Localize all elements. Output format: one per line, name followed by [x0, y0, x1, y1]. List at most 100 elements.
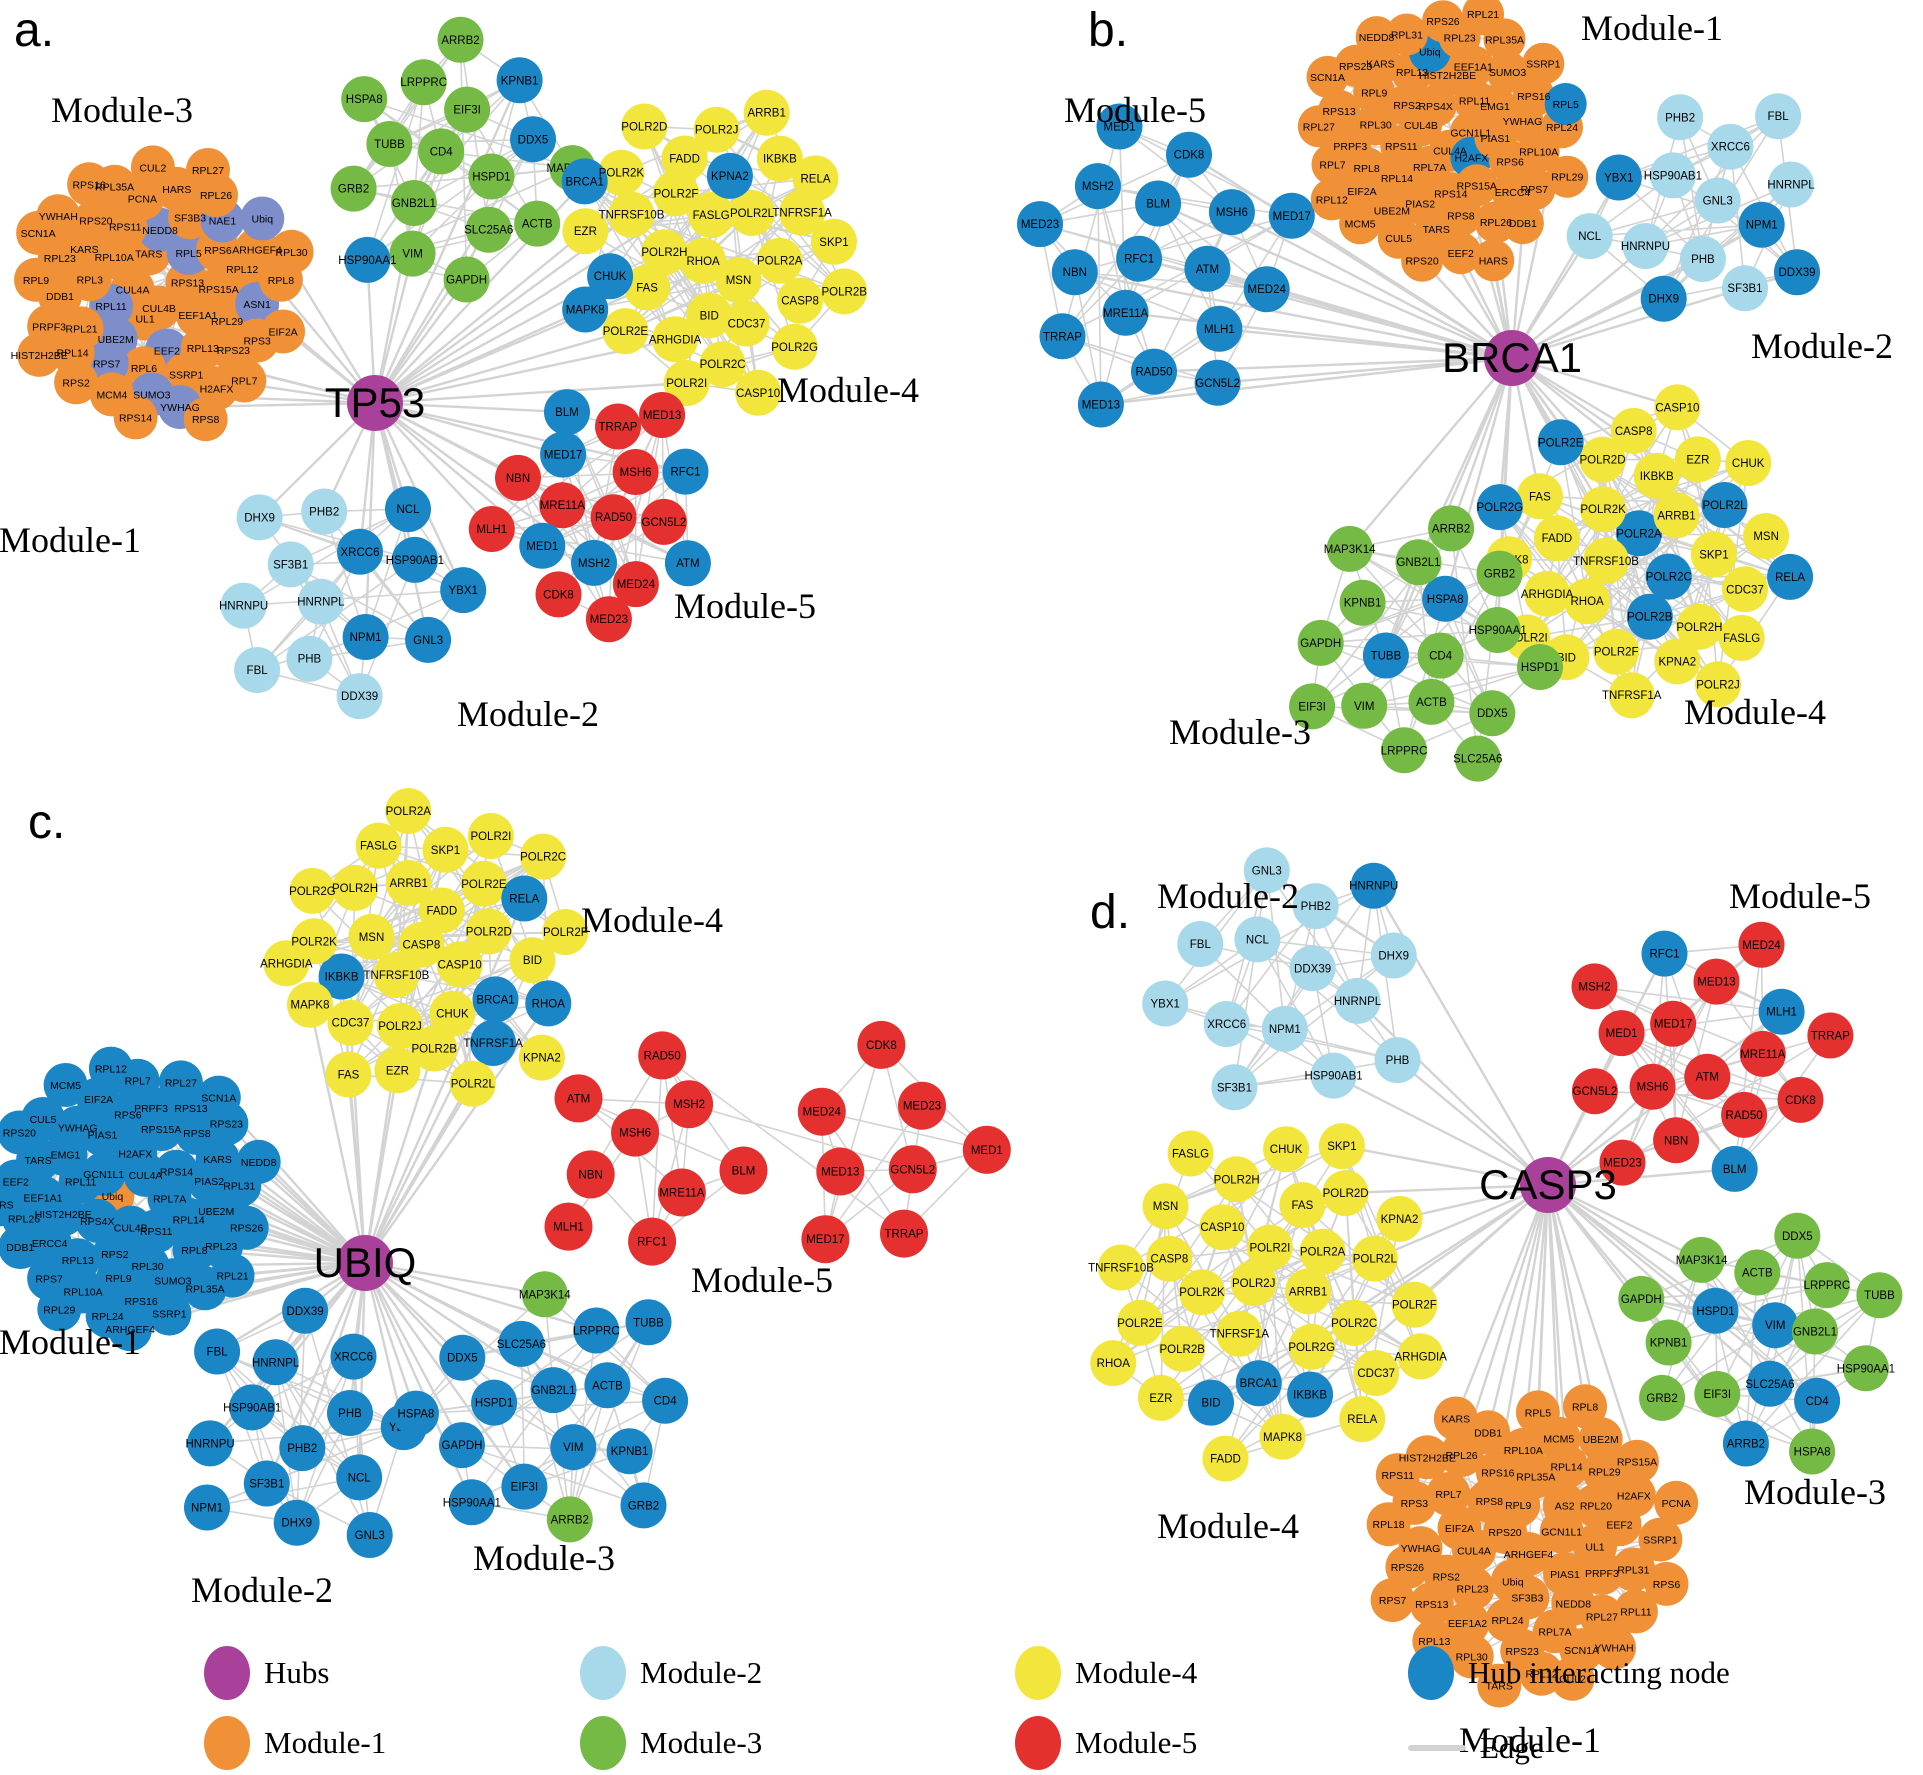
- node-HSP90AB1[interactable]: [1310, 1052, 1357, 1099]
- node-DDX5[interactable]: [510, 116, 556, 163]
- node-GAPDH[interactable]: [1297, 619, 1344, 666]
- node-PHB2[interactable]: [279, 1425, 326, 1472]
- node-MAPK8[interactable]: [287, 981, 333, 1028]
- node-POLR2F[interactable]: [542, 909, 589, 955]
- node-MAP3K14[interactable]: [1326, 525, 1373, 572]
- node-POLR2C[interactable]: [520, 833, 567, 880]
- node-BLM[interactable]: [1711, 1145, 1758, 1192]
- node-POLR2C[interactable]: [699, 341, 746, 388]
- node-SKP1[interactable]: [1318, 1123, 1365, 1170]
- node-RPS7[interactable]: [1370, 1578, 1415, 1623]
- node-RPL18[interactable]: [1366, 1502, 1411, 1547]
- node-POLR2B[interactable]: [1626, 593, 1673, 640]
- node-RFC1[interactable]: [1116, 235, 1163, 282]
- node-ARHGEF4[interactable]: [108, 1307, 152, 1352]
- node-DHX9[interactable]: [1370, 932, 1417, 979]
- node-SSRP1[interactable]: [147, 1291, 192, 1336]
- node-NPM1[interactable]: [1738, 201, 1785, 248]
- node-MED23[interactable]: [585, 596, 632, 643]
- node-SSRP1[interactable]: [1638, 1517, 1683, 1562]
- node-FADD[interactable]: [661, 135, 708, 182]
- node-SKP1[interactable]: [811, 218, 857, 265]
- node-LRPPRC[interactable]: [1381, 727, 1428, 774]
- node-MED1[interactable]: [1598, 1010, 1645, 1057]
- node-SKP1[interactable]: [422, 826, 469, 873]
- node-RPS16[interactable]: [67, 162, 112, 207]
- node-CHUK[interactable]: [587, 253, 634, 300]
- node-IKBKB[interactable]: [756, 135, 803, 182]
- node-NPM1[interactable]: [184, 1484, 230, 1531]
- node-RPL7[interactable]: [1426, 1472, 1471, 1516]
- node-ARHGDIA[interactable]: [1397, 1333, 1444, 1380]
- node-MED23[interactable]: [1017, 201, 1063, 248]
- node-CASP10[interactable]: [1654, 384, 1701, 431]
- node-POLR2H[interactable]: [332, 864, 378, 911]
- node-POLR2J[interactable]: [1695, 661, 1741, 708]
- node-HSP90AA1[interactable]: [1842, 1345, 1889, 1392]
- node-PHB[interactable]: [1374, 1037, 1421, 1084]
- node-CD4[interactable]: [1417, 632, 1464, 679]
- node-LRPPRC[interactable]: [1803, 1262, 1850, 1309]
- node-GCN5L2[interactable]: [888, 1145, 937, 1194]
- node-EZR[interactable]: [374, 1047, 421, 1094]
- node-TNFRSF10B[interactable]: [1098, 1244, 1144, 1291]
- node-DDX5[interactable]: [439, 1334, 486, 1381]
- node-GRB2[interactable]: [1639, 1374, 1686, 1421]
- node-POLR2A[interactable]: [1299, 1228, 1346, 1275]
- node-KPNB1[interactable]: [496, 57, 543, 104]
- node-POLR2H[interactable]: [1213, 1156, 1260, 1203]
- node-POLR2K[interactable]: [1179, 1269, 1225, 1316]
- node-POLR2A[interactable]: [1616, 510, 1662, 557]
- node-POLR2B[interactable]: [821, 268, 868, 315]
- hub-CASP3[interactable]: [1520, 1157, 1576, 1213]
- node-RPL12[interactable]: [1310, 178, 1353, 221]
- node-RPL27[interactable]: [1297, 105, 1340, 148]
- node-NBN[interactable]: [1051, 249, 1098, 296]
- node-IKBKB[interactable]: [318, 953, 365, 1000]
- node-RAD50[interactable]: [1721, 1091, 1768, 1138]
- node-GCN5L2[interactable]: [1571, 1068, 1618, 1115]
- node-RPL31[interactable]: [1385, 13, 1428, 56]
- node-ARRB2[interactable]: [546, 1496, 593, 1543]
- node-DHX9[interactable]: [236, 494, 283, 541]
- node-MSH6[interactable]: [611, 1108, 660, 1157]
- node-RPL7[interactable]: [222, 358, 267, 403]
- node-Ubiq[interactable]: [240, 196, 285, 241]
- node-CASP10[interactable]: [1199, 1204, 1246, 1251]
- node-POLR2D[interactable]: [621, 103, 668, 150]
- node-NEDD8[interactable]: [1355, 16, 1398, 59]
- node-POLR2H[interactable]: [1676, 603, 1723, 650]
- node-ARHGDIA[interactable]: [263, 940, 310, 987]
- node-SKP1[interactable]: [1690, 531, 1737, 578]
- node-MLH1[interactable]: [544, 1202, 593, 1251]
- node-BID[interactable]: [686, 292, 733, 339]
- node-BID[interactable]: [1188, 1379, 1234, 1426]
- node-NBN[interactable]: [1653, 1117, 1700, 1164]
- node-CASP8[interactable]: [1610, 407, 1657, 454]
- node-KPNB1[interactable]: [606, 1428, 653, 1475]
- node-CDK8[interactable]: [1166, 131, 1212, 178]
- node-DDX39[interactable]: [282, 1287, 329, 1334]
- node-POLR2G[interactable]: [289, 867, 336, 914]
- node-SCN1A[interactable]: [1306, 55, 1349, 98]
- node-NCL[interactable]: [1234, 916, 1281, 963]
- node-XRCC6[interactable]: [1707, 123, 1754, 170]
- node-POLR2H[interactable]: [641, 229, 688, 276]
- node-GAPDH[interactable]: [1618, 1275, 1665, 1322]
- node-RPS26[interactable]: [1422, 0, 1464, 43]
- node-TRRAP[interactable]: [595, 403, 641, 450]
- node-MLH1[interactable]: [1196, 305, 1243, 352]
- node-PHB[interactable]: [327, 1390, 373, 1436]
- node-POLR2J[interactable]: [693, 106, 740, 153]
- node-SCN1A[interactable]: [196, 1075, 241, 1120]
- node-MSN[interactable]: [1743, 513, 1790, 559]
- node-GNB2L1[interactable]: [1395, 539, 1442, 586]
- node-MCM5[interactable]: [43, 1063, 88, 1107]
- node-PHB2[interactable]: [1292, 883, 1339, 930]
- node-TARS[interactable]: [1477, 1663, 1522, 1708]
- node-EEF1A2[interactable]: [1445, 1601, 1490, 1645]
- hub-TP53[interactable]: [347, 375, 403, 431]
- node-POLR2F[interactable]: [1593, 628, 1640, 675]
- node-TNFRSF1A[interactable]: [1608, 672, 1655, 719]
- node-RPL5[interactable]: [1544, 83, 1587, 125]
